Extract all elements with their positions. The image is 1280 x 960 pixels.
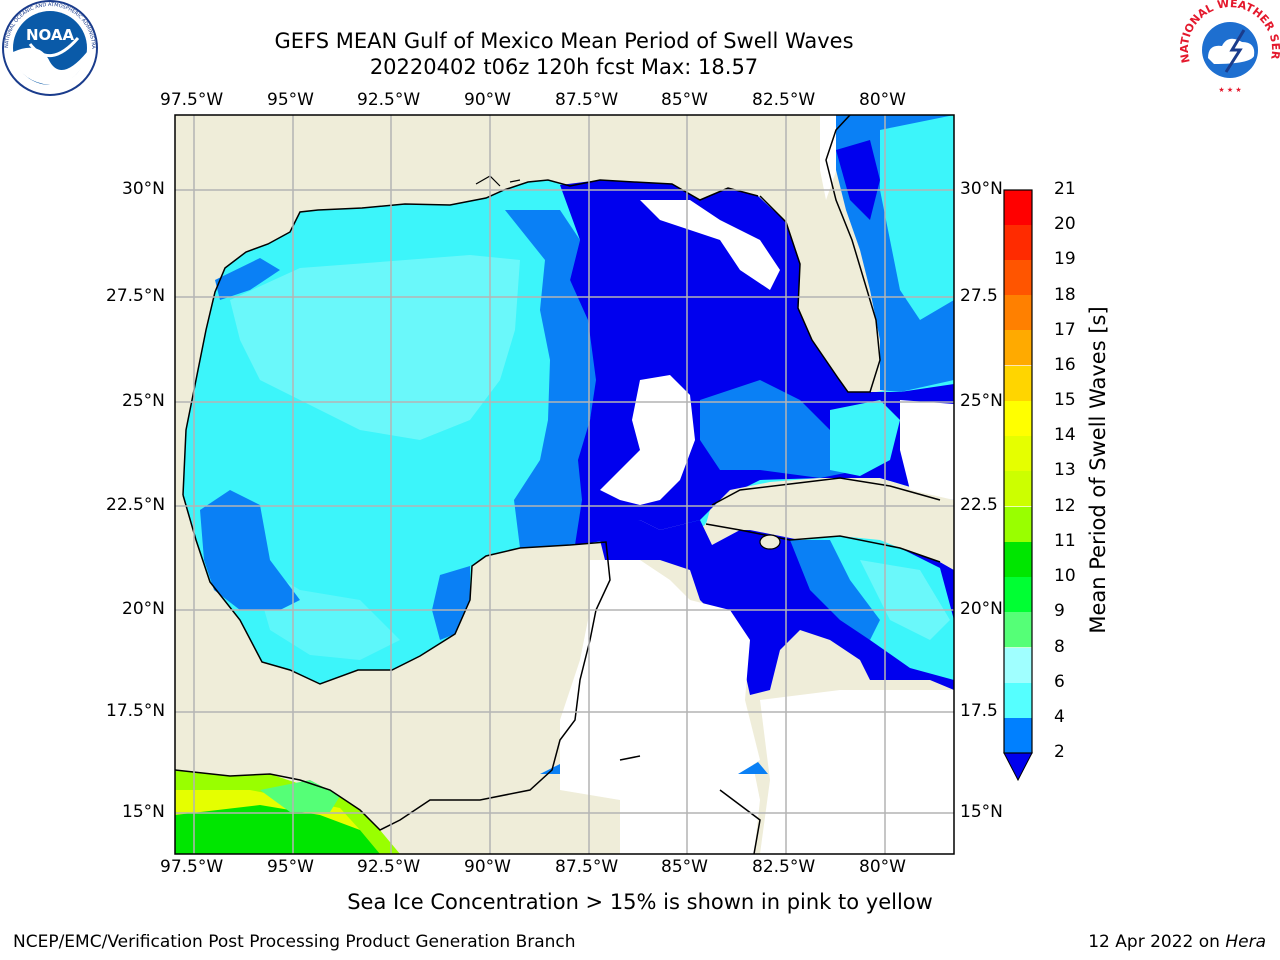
colorbar-tick: 8 (1054, 637, 1065, 657)
map-subtitle: 20220402 t06z 120h fcst Max: 18.57 (369, 55, 759, 79)
colorbar-tick: 19 (1054, 249, 1076, 269)
svg-text:NATIONAL WEATHER SERVICE: NATIONAL WEATHER SERVICE (0, 0, 1280, 64)
lon-tick-bottom: 95°W (267, 857, 314, 877)
lat-tick-right: 30°N (960, 179, 1003, 199)
colorbar-tick: 14 (1054, 425, 1076, 445)
lat-tick-right: 25°N (960, 391, 1003, 411)
sea-ice-note: Sea Ice Concentration > 15% is shown in … (347, 890, 933, 914)
lat-tick-left: 17.5°N (106, 701, 166, 721)
lon-tick-top: 82.5°W (752, 90, 816, 110)
colorbar-label: Mean Period of Swell Waves [s] (1086, 306, 1110, 634)
lat-tick-left: 20°N (122, 599, 165, 619)
colorbar-tick: 17 (1054, 320, 1076, 340)
noaa-logo-text: NOAA (26, 26, 75, 44)
footer-date: 12 Apr 2022 on Hera (1088, 932, 1266, 952)
lon-tick-top: 80°W (859, 90, 906, 110)
colorbar-tick: 13 (1054, 460, 1076, 480)
lat-tick-left: 25°N (122, 391, 165, 411)
lat-tick-left: 22.5°N (106, 495, 166, 515)
colorbar-tick: 9 (1054, 601, 1065, 621)
colorbar-tick: 6 (1054, 672, 1065, 692)
colorbar-tick: 11 (1054, 531, 1076, 551)
lon-tick-top: 90°W (464, 90, 511, 110)
lon-tick-top: 85°W (661, 90, 708, 110)
colorbar-tick: 21 (1054, 179, 1076, 199)
colorbar (1003, 189, 1033, 782)
lon-tick-bottom: 80°W (859, 857, 906, 877)
lat-tick-right: 15°N (960, 802, 1003, 822)
lon-tick-top: 97.5°W (160, 90, 224, 110)
map-frame (174, 114, 955, 855)
nws-ring-text: NATIONAL WEATHER SERVICE (0, 0, 1280, 64)
colorbar-tick: 12 (1054, 496, 1076, 516)
colorbar-tick: 10 (1054, 566, 1076, 586)
lat-tick-right: 22.5 (960, 495, 998, 515)
svg-text:★ ★ ★: ★ ★ ★ (1218, 86, 1241, 94)
footer-credit: NCEP/EMC/Verification Post Processing Pr… (13, 932, 576, 952)
lat-tick-left: 15°N (122, 802, 165, 822)
lon-tick-bottom: 85°W (661, 857, 708, 877)
colorbar-tick: 20 (1054, 214, 1076, 234)
lon-tick-bottom: 87.5°W (555, 857, 619, 877)
footer-host: Hera (1225, 932, 1266, 952)
lat-tick-left: 27.5°N (106, 286, 166, 306)
lat-tick-right: 20°N (960, 599, 1003, 619)
noaa-logo: NOAA NATIONAL OCEANIC AND ATMOSPHERIC AD… (0, 0, 98, 96)
lon-tick-top: 95°W (267, 90, 314, 110)
colorbar-tick: 15 (1054, 390, 1076, 410)
lon-tick-bottom: 97.5°W (160, 857, 224, 877)
colorbar-tick: 18 (1054, 285, 1076, 305)
footer-date-text: 12 Apr 2022 on (1088, 932, 1226, 952)
map-title: GEFS MEAN Gulf of Mexico Mean Period of … (274, 29, 854, 53)
lon-tick-top: 87.5°W (555, 90, 619, 110)
grid-lines (175, 115, 954, 854)
lat-tick-right: 27.5 (960, 286, 998, 306)
lon-tick-bottom: 82.5°W (752, 857, 816, 877)
lon-tick-bottom: 92.5°W (357, 857, 421, 877)
lon-tick-top: 92.5°W (357, 90, 421, 110)
gulf-coastline (182, 179, 759, 496)
colorbar-tick: 16 (1054, 355, 1076, 375)
nws-logo: NATIONAL WEATHER SERVICE ★ ★ ★ (0, 0, 1280, 96)
lat-tick-left: 30°N (122, 179, 165, 199)
lon-tick-bottom: 90°W (464, 857, 511, 877)
colorbar-tick: 4 (1054, 707, 1065, 727)
colorbar-tick: 2 (1054, 742, 1065, 762)
lat-tick-right: 17.5 (960, 701, 998, 721)
